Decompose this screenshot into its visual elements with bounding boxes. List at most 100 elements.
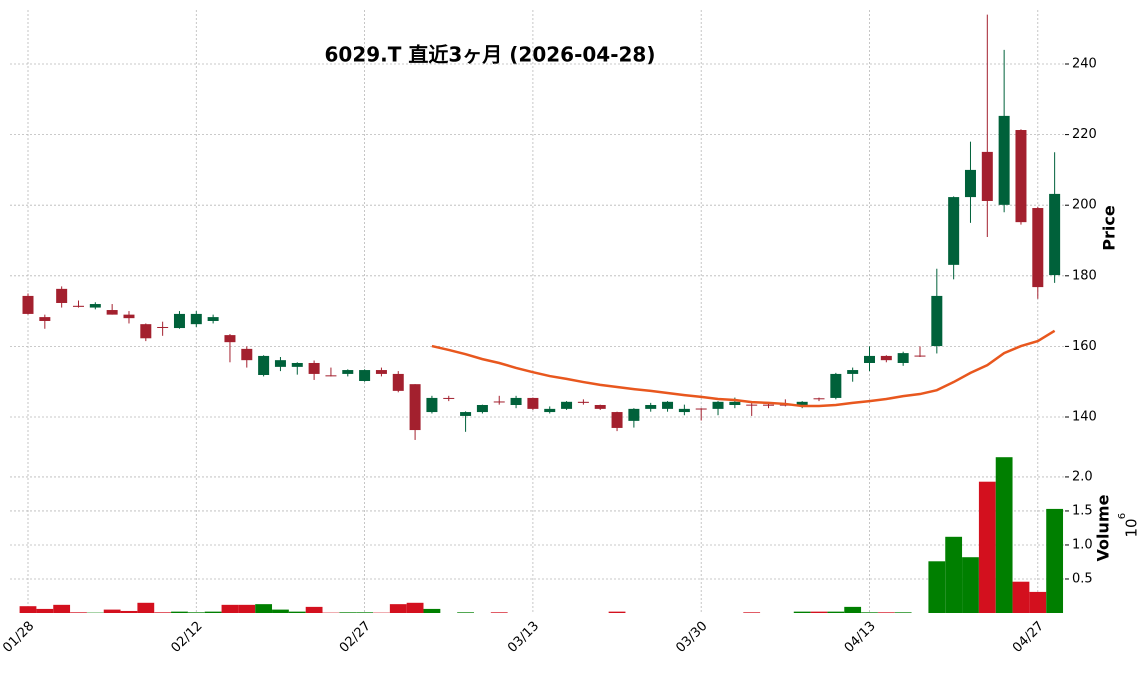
candle-body [426, 398, 437, 412]
y-tick-label: 200 [1072, 198, 1097, 213]
volume-bar [289, 612, 306, 613]
candle-body [696, 409, 707, 410]
candle-body [23, 296, 34, 314]
candle-body [494, 401, 505, 402]
candle-body [107, 310, 118, 315]
volume-bar [356, 612, 373, 613]
candle-body [208, 317, 219, 321]
volume-bar [238, 605, 255, 613]
candle-body [881, 356, 892, 360]
x-tick-label: 02/12 [169, 619, 206, 656]
candle-body [814, 398, 825, 399]
volume-bar [878, 612, 895, 613]
candle-body [931, 296, 942, 346]
volume-bar [339, 612, 356, 613]
candle-body [948, 197, 959, 265]
volume-bar [407, 603, 424, 613]
chart-title: 6029.T 直近3ヶ月 (2026-04-28) [325, 43, 656, 67]
volume-bar [827, 612, 844, 613]
volume-bar [188, 612, 205, 613]
candle-body [713, 402, 724, 409]
candle-body [292, 363, 303, 367]
volume-bar [861, 612, 878, 613]
candle-body [729, 402, 740, 405]
volume-bar [945, 537, 962, 613]
volume-bar [171, 612, 188, 613]
volume-bar [222, 605, 239, 613]
candle-body [746, 405, 757, 406]
volume-bar [962, 557, 979, 613]
candle-body [342, 370, 353, 374]
candle-body [595, 405, 606, 409]
x-tick-label: 04/27 [1010, 619, 1047, 656]
volume-bar [743, 612, 760, 613]
candle-body [982, 152, 993, 201]
candle-body [645, 405, 656, 409]
y-axis-label: Price [1100, 205, 1119, 251]
y-tick-label: 220 [1072, 127, 1097, 142]
volume-bar [895, 612, 912, 613]
volume-bar [272, 610, 289, 613]
candle-body [174, 314, 185, 328]
candle-body [578, 402, 589, 403]
volume-bar [121, 611, 138, 613]
x-tick-label: 03/30 [673, 619, 710, 656]
candle-body [258, 356, 269, 375]
volume-bar [844, 607, 861, 613]
volume-bar [205, 612, 222, 613]
volume-bar [20, 606, 37, 613]
candle-body [325, 375, 336, 376]
volume-bar [811, 612, 828, 613]
x-tick-label: 03/13 [505, 619, 542, 656]
candle-body [56, 289, 67, 303]
candle-body [224, 335, 235, 342]
volume-bar [104, 610, 121, 613]
candle-body [73, 306, 84, 307]
volume-bar [255, 604, 272, 613]
y2-tick-label: 2.0 [1072, 469, 1093, 484]
y-tick-label: 140 [1072, 409, 1097, 424]
x-tick-label: 02/27 [337, 619, 374, 656]
candle-body [460, 412, 471, 416]
y2-tick-label: 0.5 [1072, 571, 1093, 586]
candle-body [477, 405, 488, 412]
volume-bar [1013, 582, 1030, 613]
volume-bar [979, 482, 996, 613]
candle-body [999, 116, 1010, 205]
candle-body [544, 409, 555, 412]
volume-bar [457, 612, 474, 613]
candle-body [679, 409, 690, 412]
candle-body [410, 384, 421, 430]
candle-body [830, 374, 841, 398]
volume-bar [491, 612, 508, 613]
candle-body [123, 315, 134, 319]
x-tick-label: 01/28 [0, 619, 37, 656]
candle-body [1015, 130, 1026, 222]
y-tick-label: 160 [1072, 339, 1097, 354]
candle-body [965, 170, 976, 197]
volume-bar [928, 561, 945, 613]
y2-axis-label: Volume [1094, 494, 1113, 561]
candle-body [376, 370, 387, 374]
candle-body [241, 349, 252, 360]
candle-body [612, 412, 623, 428]
y2-offset-base: 10 [1123, 518, 1141, 537]
volume-bar [306, 607, 323, 613]
volume-bar [424, 609, 441, 613]
candle-body [275, 360, 286, 367]
volume-bar [1029, 592, 1046, 613]
candle-body [628, 409, 639, 421]
volume-bar [996, 457, 1013, 613]
y-tick-label: 180 [1072, 268, 1097, 283]
candle-body [359, 370, 370, 381]
candle-body [847, 370, 858, 374]
candle-body [443, 398, 454, 399]
candle-body [561, 402, 572, 409]
y2-tick-label: 1.0 [1072, 537, 1093, 552]
candle-body [39, 317, 50, 321]
candle-body [1032, 208, 1043, 287]
moving-average-line [432, 331, 1055, 406]
candle-body [527, 398, 538, 409]
candle-body [191, 314, 202, 324]
